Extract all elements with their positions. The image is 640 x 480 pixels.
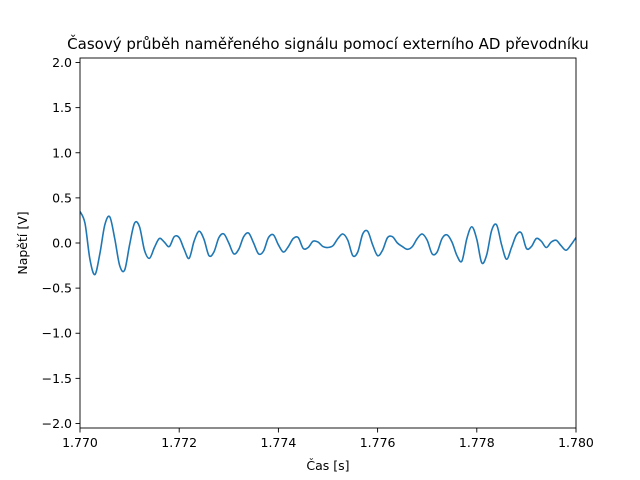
x-axis-label: Čas [s] xyxy=(306,458,349,473)
y-tick-label: −2.0 xyxy=(42,416,72,431)
y-axis-label: Napětí [V] xyxy=(15,211,30,274)
x-tick-label: 1.772 xyxy=(161,435,197,450)
chart-title: Časový průběh naměřeného signálu pomocí … xyxy=(67,34,589,53)
y-tick-label: 0.0 xyxy=(52,236,72,251)
y-tick-label: 1.5 xyxy=(52,100,72,115)
y-tick-label: 2.0 xyxy=(52,55,72,70)
x-axis: 1.770 1.772 1.774 1.776 1.778 1.780 xyxy=(62,428,594,450)
y-tick-label: −1.0 xyxy=(42,326,72,341)
x-tick-label: 1.780 xyxy=(558,435,594,450)
y-tick-label: −0.5 xyxy=(42,281,72,296)
plot-area xyxy=(80,58,576,428)
y-axis: −2.0 −1.5 −1.0 −0.5 0.0 0.5 1.0 1.5 2.0 xyxy=(42,55,80,431)
x-tick-label: 1.774 xyxy=(261,435,297,450)
y-tick-label: 1.0 xyxy=(52,145,72,160)
y-tick-label: 0.5 xyxy=(52,190,72,205)
y-tick-label: −1.5 xyxy=(42,371,72,386)
x-tick-label: 1.770 xyxy=(62,435,98,450)
x-tick-label: 1.776 xyxy=(360,435,396,450)
data-layer xyxy=(80,211,576,276)
series-line xyxy=(80,211,576,276)
x-tick-label: 1.778 xyxy=(459,435,495,450)
